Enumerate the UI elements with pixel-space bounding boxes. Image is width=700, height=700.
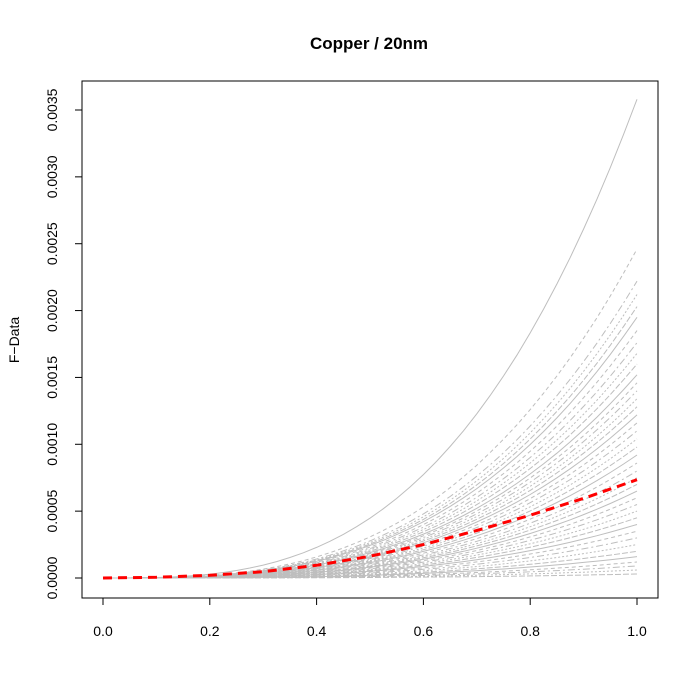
y-tick-label: 0.0005 [44,489,60,532]
y-axis-label: F−Data [6,317,22,364]
sample-curve [103,561,638,579]
y-tick-label: 0.0035 [44,88,60,131]
chart-title: Copper / 20nm [310,34,428,53]
x-tick-label: 0.2 [200,623,220,639]
sample-curve [103,462,638,579]
sample-curve [103,99,638,579]
x-tick-label: 0.4 [307,623,327,639]
sample-curve [103,390,638,579]
x-axis: 0.0 0.2 0.4 0.6 0.8 1.0 [93,597,647,639]
x-tick-label: 0.0 [93,623,113,639]
plot-frame [81,80,659,599]
sample-curve [103,517,638,579]
sample-curve [103,317,638,579]
sample-curve [103,530,638,579]
sample-curve [103,342,638,579]
sample-curves [103,99,638,579]
x-tick-label: 0.6 [414,623,434,639]
sample-curve [103,280,638,579]
y-tick-label: 0.0030 [44,155,60,198]
y-axis: 0.0000 0.0005 0.0010 0.0015 0.0020 0.0025 0.00… [44,88,83,599]
sample-curve [103,565,638,579]
x-tick-label: 0.8 [520,623,540,639]
y-tick-label: 0.0020 [44,289,60,332]
sample-curve [103,537,638,579]
y-tick-label: 0.0025 [44,222,60,265]
sample-curve [103,382,638,579]
x-tick-label: 1.0 [627,623,647,639]
sample-curve [103,422,638,579]
sample-curve [103,497,638,579]
y-tick-label: 0.0015 [44,356,60,399]
y-tick-label: 0.0000 [44,556,60,599]
sample-curve [103,353,638,579]
mean-curve [102,478,638,580]
plot-area [102,99,638,580]
sample-curve [103,248,638,579]
sample-curve [103,470,638,579]
y-tick-label: 0.0010 [44,423,60,466]
sample-curve [103,374,638,579]
sample-curve [103,573,638,579]
sample-curve [103,294,638,579]
mean-curve-group [102,478,638,580]
